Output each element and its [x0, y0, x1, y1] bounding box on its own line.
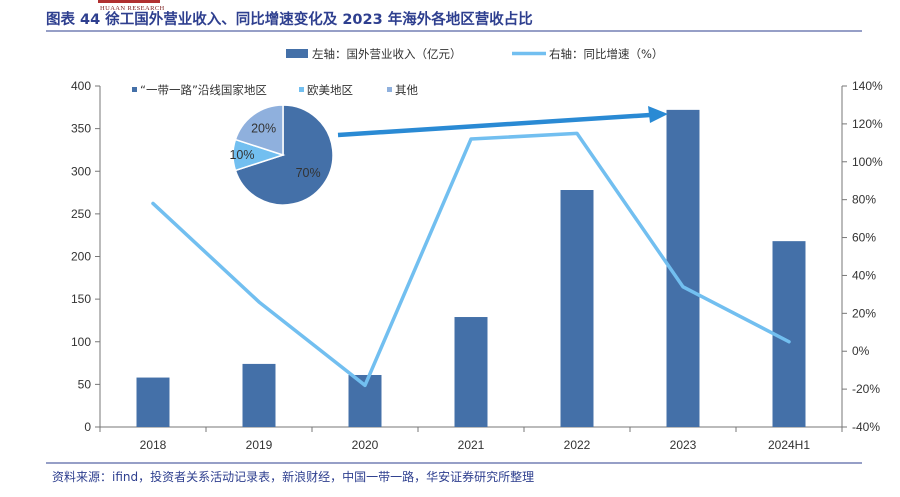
left-tick-label: 200 [71, 250, 91, 264]
brand-logo-mark [98, 0, 160, 3]
x-category-label: 2018 [140, 438, 167, 452]
left-tick-label: 400 [71, 79, 91, 93]
right-tick-label: 100% [852, 155, 883, 169]
right-tick-label: 60% [852, 231, 876, 245]
pie-value-label: 70% [296, 166, 321, 180]
growth-point-2019 [257, 300, 261, 304]
left-tick-label: 300 [71, 164, 91, 178]
pie-value-label: 10% [229, 148, 254, 162]
growth-point-2020 [363, 383, 367, 387]
legend-bar-swatch [286, 49, 308, 58]
right-tick-label: 20% [852, 306, 876, 320]
pie-legend-label: 欧美地区 [307, 83, 353, 97]
footer: 资料来源：ifind，投资者关系活动记录表，新浪财经，中国一带一路，华安证券研究… [46, 462, 862, 484]
pie-value-labels: 70% 10% 20% [229, 121, 320, 180]
x-category-label: 2020 [352, 438, 379, 452]
trend-arrow-head [648, 106, 668, 123]
legend-bar-label: 左轴：国外营业收入（亿元） [312, 47, 462, 61]
right-tick-label: 140% [852, 79, 883, 93]
right-tick-label: 80% [852, 193, 876, 207]
pie-slices [232, 104, 334, 206]
bar-2018 [136, 377, 170, 427]
left-tick-label: 100 [71, 335, 91, 349]
bar-2022 [560, 190, 594, 427]
legend-line-label: 右轴：同比增速（%） [549, 47, 663, 61]
growth-point-2018 [151, 201, 155, 205]
source-note: 资料来源：ifind，投资者关系活动记录表，新浪财经，中国一带一路，华安证券研究… [52, 469, 534, 484]
growth-point-2024h1 [787, 340, 791, 344]
growth-line-series [151, 131, 791, 388]
header: HUAAN RESEARCH 图表 44 徐工国外营业收入、同比增速变化及 20… [46, 0, 862, 32]
revenue-bars [136, 109, 806, 428]
x-axis-ticks: 2018 2019 2020 2021 2022 2023 2024H1 [99, 427, 843, 452]
pie-legend-label: “一带一路”沿线国家地区 [140, 83, 267, 97]
left-tick-label: 50 [78, 377, 92, 391]
left-tick-label: 150 [71, 292, 91, 306]
right-tick-label: -20% [852, 382, 880, 396]
right-tick-label: 120% [852, 117, 883, 131]
chart-legend: 左轴：国外营业收入（亿元） 右轴：同比增速（%） [286, 47, 663, 61]
pie-value-label: 20% [251, 121, 276, 135]
x-category-label: 2024H1 [768, 438, 810, 452]
left-tick-label: 250 [71, 207, 91, 221]
growth-point-2022 [575, 131, 579, 135]
brand-text: HUAAN RESEARCH [100, 5, 165, 12]
right-tick-label: -40% [852, 420, 880, 434]
growth-point-2021 [469, 137, 473, 141]
pie-legend-label: 其他 [395, 83, 418, 97]
right-axis-ticks: -40% -20% 0% 20% 40% 60% 80% 100% 120% 140% [842, 79, 883, 434]
pie-legend: “一带一路”沿线国家地区 欧美地区 其他 [132, 83, 418, 97]
x-category-label: 2019 [246, 438, 273, 452]
pie-legend-swatch [387, 87, 392, 92]
x-category-label: 2023 [670, 438, 697, 452]
x-category-label: 2021 [458, 438, 485, 452]
bar-2024h1 [772, 241, 806, 427]
bar-2019 [242, 363, 276, 427]
left-tick-label: 350 [71, 122, 91, 136]
x-category-label: 2022 [564, 438, 591, 452]
pie-inset: “一带一路”沿线国家地区 欧美地区 其他 70% 10% 20% [132, 83, 418, 206]
growth-point-2023 [681, 285, 685, 289]
bar-2021 [454, 317, 488, 427]
right-tick-label: 0% [852, 344, 870, 358]
left-tick-label: 0 [84, 420, 91, 434]
trend-arrow-shaft [337, 112, 651, 138]
pie-legend-swatch [132, 87, 137, 92]
pie-slice-3 [234, 104, 284, 157]
trend-arrow [337, 106, 668, 138]
right-tick-label: 40% [852, 268, 876, 282]
pie-legend-swatch [299, 87, 304, 92]
left-axis-ticks: 0 50 100 150 200 250 300 350 400 [71, 79, 100, 434]
chart-title: 图表 44 徐工国外营业收入、同比增速变化及 2023 年海外各地区营收占比 [46, 10, 533, 28]
